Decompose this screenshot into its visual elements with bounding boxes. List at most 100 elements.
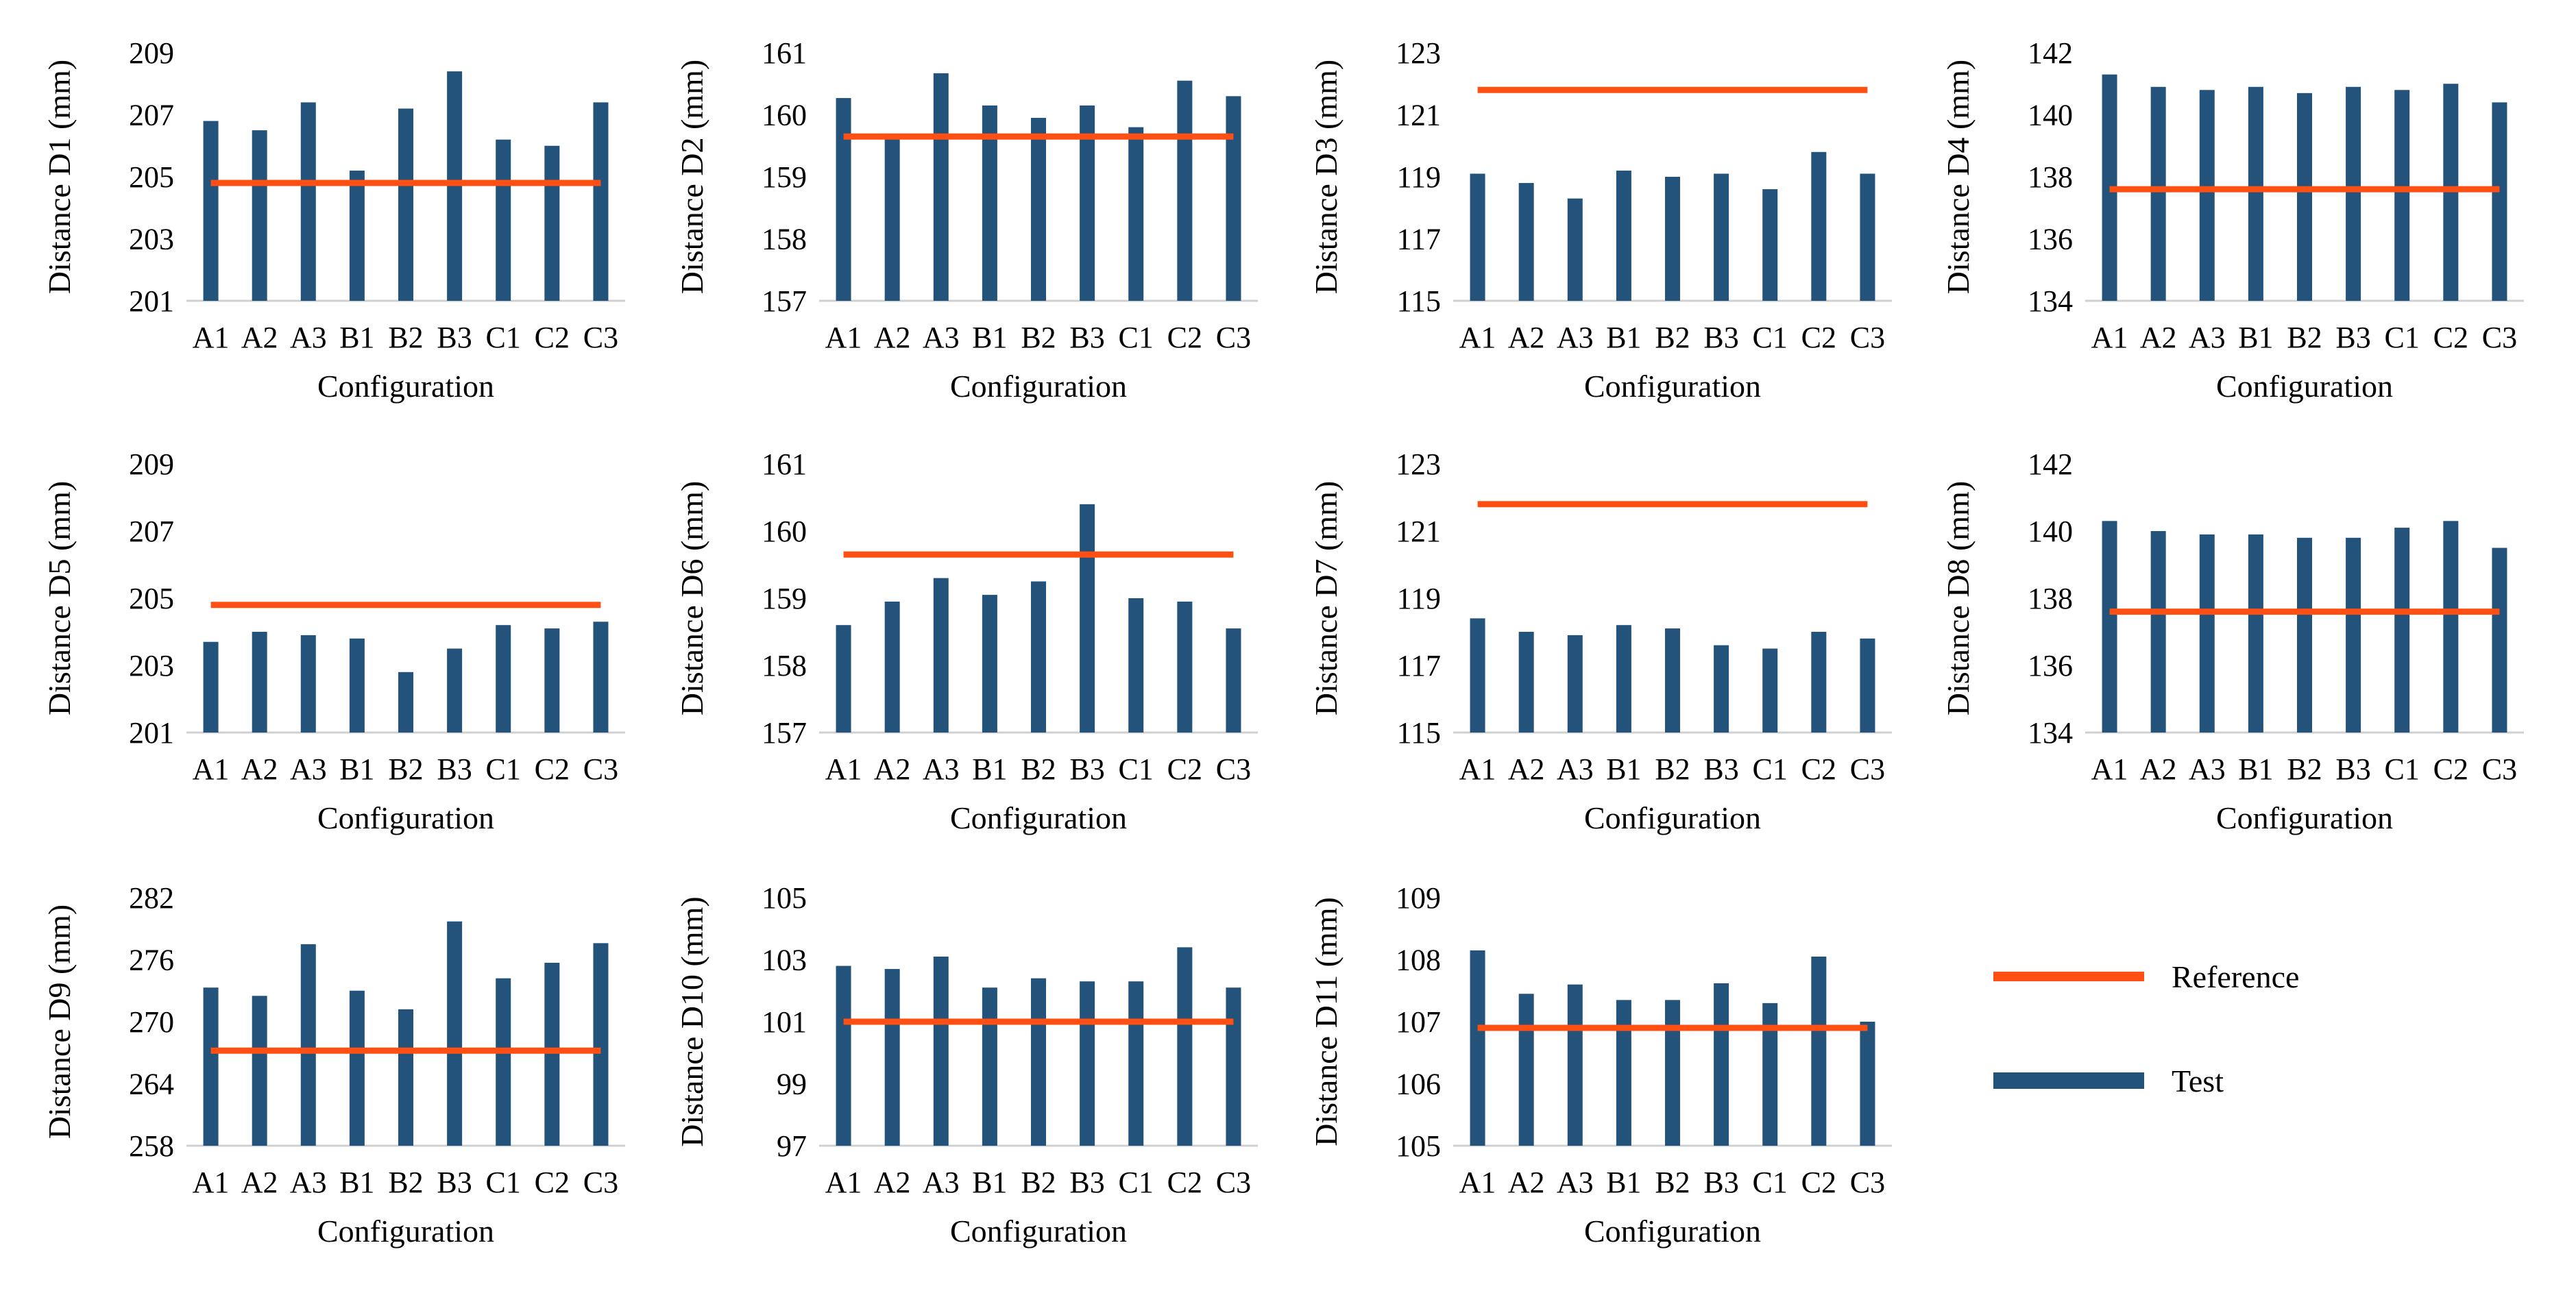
x-tick-label: A3 bbox=[290, 321, 327, 354]
bar-c3 bbox=[1860, 1022, 1875, 1146]
bar-c1 bbox=[496, 139, 511, 301]
x-tick-label: B1 bbox=[1606, 1166, 1641, 1199]
bar-c2 bbox=[2443, 521, 2459, 733]
bar-c2 bbox=[544, 145, 560, 301]
bar-c3 bbox=[2492, 102, 2507, 301]
bar-b3 bbox=[447, 648, 463, 733]
x-tick-label: C2 bbox=[1167, 321, 1202, 354]
x-tick-label: A3 bbox=[290, 752, 327, 786]
x-tick-label: B1 bbox=[1606, 752, 1641, 786]
y-tick-label: 276 bbox=[129, 944, 174, 977]
bar-b2 bbox=[398, 1009, 413, 1146]
x-tick-label: A3 bbox=[1557, 752, 1594, 786]
y-tick-label: 203 bbox=[129, 223, 174, 256]
x-tick-label: C2 bbox=[535, 1166, 570, 1199]
x-tick-label: B2 bbox=[1021, 1166, 1056, 1199]
y-tick-label: 108 bbox=[1396, 944, 1441, 977]
y-tick-label: 158 bbox=[762, 223, 807, 256]
bar-b3 bbox=[1714, 983, 1729, 1146]
y-tick-label: 264 bbox=[129, 1068, 174, 1101]
bar-b3 bbox=[1714, 645, 1729, 733]
bar-b1 bbox=[982, 595, 997, 733]
bar-c3 bbox=[1226, 628, 1241, 733]
bar-b1 bbox=[1616, 1000, 1631, 1146]
x-tick-label: C1 bbox=[1119, 752, 1154, 786]
y-tick-label: 158 bbox=[762, 649, 807, 683]
y-tick-label: 105 bbox=[1396, 1129, 1441, 1163]
bar-b2 bbox=[2297, 93, 2312, 301]
y-tick-label: 201 bbox=[129, 716, 174, 750]
x-axis-title: Configuration bbox=[317, 800, 494, 835]
x-tick-label: A1 bbox=[1459, 1166, 1496, 1199]
x-axis-title: Configuration bbox=[1584, 1214, 1761, 1249]
bar-b2 bbox=[1031, 118, 1046, 301]
chart-panel-3: 115 117 119 121 123 A1 A2 A3 B1 B2 B3 C1 C2 C3 Configu… bbox=[1309, 36, 1892, 404]
x-tick-label: C3 bbox=[583, 752, 618, 786]
x-tick-label: B2 bbox=[1655, 321, 1690, 354]
x-axis-title: Configuration bbox=[317, 369, 494, 404]
x-tick-label: B1 bbox=[972, 752, 1007, 786]
bar-c3 bbox=[1860, 173, 1875, 301]
bar-b1 bbox=[982, 987, 997, 1146]
x-tick-label: C3 bbox=[1216, 1166, 1251, 1199]
y-tick-label: 97 bbox=[777, 1129, 807, 1163]
x-tick-label: C1 bbox=[486, 321, 521, 354]
bar-c2 bbox=[1811, 956, 1827, 1146]
bar-c3 bbox=[593, 622, 609, 733]
chart-panel-5: 201 203 205 207 209 A1 A2 A3 B1 B2 B3 C1 C2 C3 Configu… bbox=[42, 447, 625, 835]
bar-c2 bbox=[1811, 151, 1827, 301]
x-tick-label: C1 bbox=[486, 752, 521, 786]
x-tick-label: C2 bbox=[1801, 1166, 1836, 1199]
bar-c3 bbox=[2492, 548, 2507, 733]
x-tick-label: A1 bbox=[825, 321, 862, 354]
bar-a2 bbox=[252, 632, 267, 733]
legend-test-label: Test bbox=[2172, 1063, 2224, 1098]
bar-a1 bbox=[836, 98, 851, 301]
x-tick-label: B2 bbox=[388, 752, 423, 786]
bar-b1 bbox=[2248, 534, 2263, 733]
chart-panel-8: 134 136 138 140 142 A1 A2 A3 B1 B2 B3 C1 C2 C3 Configu… bbox=[1941, 447, 2524, 835]
bar-a2 bbox=[252, 996, 267, 1146]
bar-b1 bbox=[1616, 170, 1631, 301]
bar-a3 bbox=[300, 635, 316, 733]
bar-a3 bbox=[2199, 534, 2215, 733]
x-tick-label: A1 bbox=[193, 752, 230, 786]
x-tick-label: A2 bbox=[1508, 321, 1545, 354]
bar-a3 bbox=[1567, 984, 1583, 1146]
bar-c1 bbox=[1762, 648, 1778, 733]
bar-a3 bbox=[1567, 635, 1583, 733]
legend-reference-label: Reference bbox=[2172, 959, 2299, 994]
bar-b1 bbox=[982, 105, 997, 302]
chart-panel-4: 134 136 138 140 142 A1 A2 A3 B1 B2 B3 C1 C2 C3 Configu… bbox=[1941, 36, 2524, 404]
x-tick-label: A2 bbox=[874, 752, 911, 786]
x-tick-label: A1 bbox=[1459, 752, 1496, 786]
x-tick-label: C2 bbox=[535, 752, 570, 786]
x-tick-label: B2 bbox=[1021, 752, 1056, 786]
x-tick-label: B2 bbox=[2287, 752, 2322, 786]
x-tick-label: B3 bbox=[437, 1166, 472, 1199]
x-tick-label: B1 bbox=[2238, 752, 2273, 786]
bar-b3 bbox=[1080, 981, 1095, 1146]
x-tick-label: A2 bbox=[241, 752, 278, 786]
x-tick-label: B2 bbox=[1655, 1166, 1690, 1199]
bar-c1 bbox=[2394, 528, 2410, 733]
x-tick-label: A3 bbox=[1557, 1166, 1594, 1199]
x-tick-label: B2 bbox=[388, 1166, 423, 1199]
x-tick-label: B1 bbox=[339, 752, 374, 786]
bar-c3 bbox=[593, 102, 609, 301]
y-tick-label: 136 bbox=[2028, 649, 2073, 683]
x-tick-label: A3 bbox=[2189, 752, 2226, 786]
bar-a1 bbox=[1470, 618, 1485, 733]
x-tick-label: B1 bbox=[972, 321, 1007, 354]
bar-c1 bbox=[496, 978, 511, 1146]
bar-b1 bbox=[349, 170, 365, 301]
y-tick-label: 101 bbox=[762, 1005, 807, 1039]
bar-b3 bbox=[1714, 173, 1729, 301]
x-tick-label: A2 bbox=[241, 1166, 278, 1199]
x-tick-label: C2 bbox=[1167, 752, 1202, 786]
bar-a3 bbox=[300, 944, 316, 1146]
y-tick-label: 157 bbox=[762, 284, 807, 318]
y-tick-label: 207 bbox=[129, 99, 174, 132]
bar-a1 bbox=[836, 625, 851, 733]
x-tick-label: B2 bbox=[2287, 321, 2322, 354]
